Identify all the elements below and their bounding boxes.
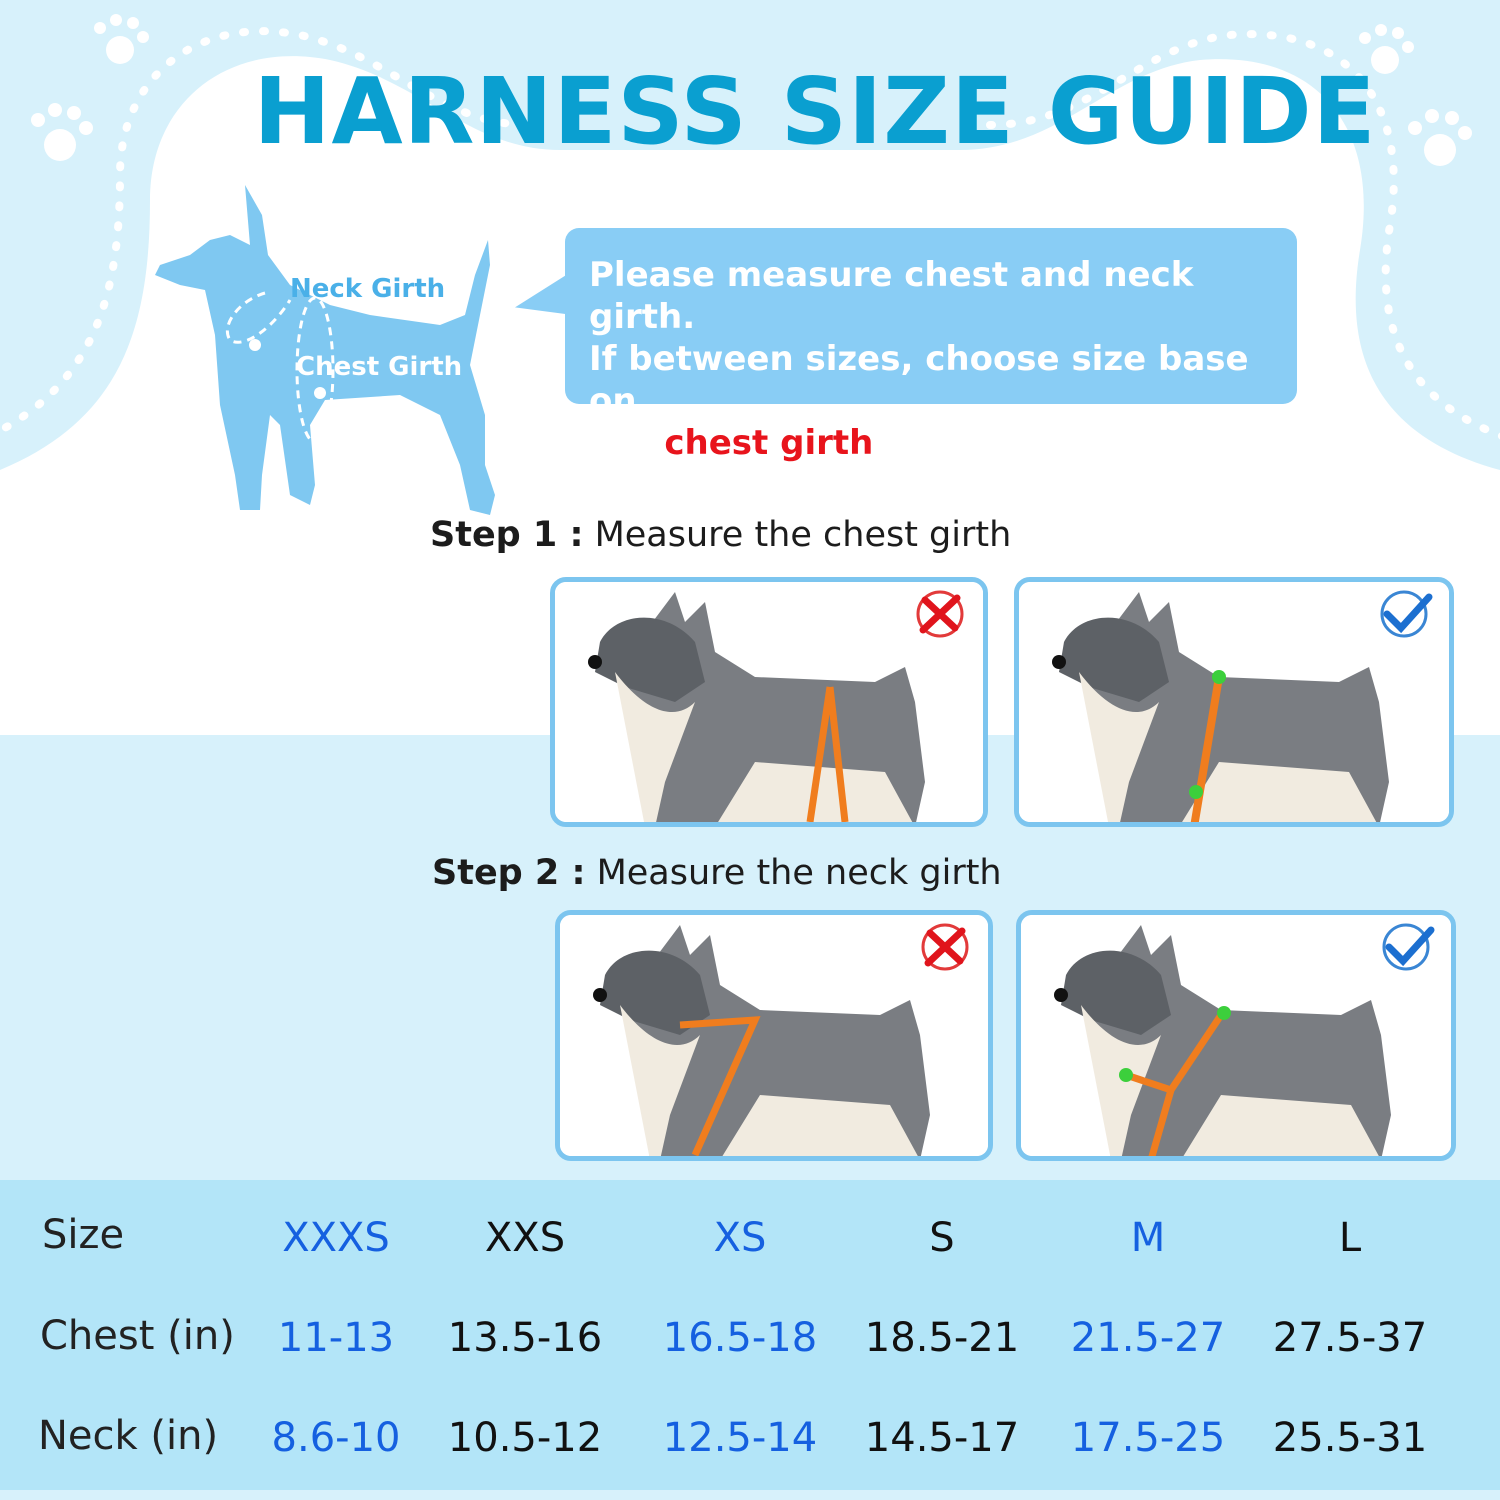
step-1-wrong-photo: [550, 577, 988, 827]
step-label: Step 2 :: [432, 853, 586, 893]
callout-line: the chest girth.: [589, 422, 1297, 464]
row-label-neck: Neck (in): [38, 1413, 219, 1459]
page-title: HARNESS SIZE GUIDE: [253, 58, 1377, 165]
check-icon: [1382, 923, 1435, 971]
schnauzer-photo: [555, 582, 983, 822]
table-cell-chest: 27.5-37: [1272, 1315, 1428, 1361]
table-cell-sizes: XXXS: [282, 1215, 390, 1261]
chest-girth-highlight: chest girth: [664, 423, 874, 463]
check-icon: [1380, 590, 1433, 638]
step-2-wrong-photo: [555, 910, 993, 1161]
cross-icon: [916, 590, 964, 638]
table-cell-neck: 25.5-31: [1272, 1415, 1428, 1461]
step-label: Step 1 :: [430, 515, 584, 555]
paw-icon: [31, 14, 1472, 166]
table-cell-chest: 11-13: [277, 1315, 395, 1361]
step-2-correct-photo: [1016, 910, 1456, 1161]
table-cell-sizes: XXS: [484, 1215, 566, 1261]
row-label-size: Size: [42, 1212, 125, 1258]
table-cell-sizes: L: [1338, 1215, 1362, 1261]
size-table: Size Chest (in) Neck (in) XXXS XXS XS S M L 11…: [0, 1180, 1500, 1490]
measurement-instructions: Please measure chest and neck girth. If …: [565, 228, 1297, 463]
table-cell-neck: 8.6-10: [271, 1415, 401, 1461]
step-text: Measure the neck girth: [585, 853, 1002, 893]
table-cell-chest: 16.5-18: [662, 1315, 818, 1361]
table-cell-sizes: M: [1130, 1215, 1166, 1261]
schnauzer-photo: [1019, 582, 1449, 822]
callout-text: .: [873, 423, 887, 463]
schnauzer-photo: [560, 915, 988, 1156]
chest-girth-label: Chest Girth: [296, 352, 462, 382]
table-cell-sizes: S: [929, 1215, 955, 1261]
cross-icon: [921, 923, 969, 971]
step-text: Measure the chest girth: [583, 515, 1012, 555]
step-2-heading: Step 2 : Measure the neck girth: [432, 853, 1002, 893]
table-cell-neck: 12.5-14: [662, 1415, 818, 1461]
table-cell-sizes: XS: [713, 1215, 767, 1261]
table-cell-neck: 10.5-12: [447, 1415, 603, 1461]
step-1-correct-photo: [1014, 577, 1454, 827]
neck-girth-label: Neck Girth: [290, 274, 445, 304]
table-cell-chest: 18.5-21: [864, 1315, 1020, 1361]
table-cell-chest: 13.5-16: [447, 1315, 603, 1361]
table-cell-neck: 17.5-25: [1070, 1415, 1226, 1461]
callout-line: Please measure chest and neck girth.: [589, 255, 1194, 337]
table-cell-neck: 14.5-17: [864, 1415, 1020, 1461]
callout-text: the: [589, 423, 665, 463]
callout-line: If between sizes, choose size base on: [589, 339, 1249, 421]
table-cell-chest: 21.5-27: [1070, 1315, 1226, 1361]
step-1-heading: Step 1 : Measure the chest girth: [430, 515, 1011, 555]
row-label-chest: Chest (in): [40, 1313, 235, 1359]
dog-silhouette-diagram: Neck Girth Chest Girth: [155, 185, 495, 515]
schnauzer-photo: [1021, 915, 1451, 1156]
